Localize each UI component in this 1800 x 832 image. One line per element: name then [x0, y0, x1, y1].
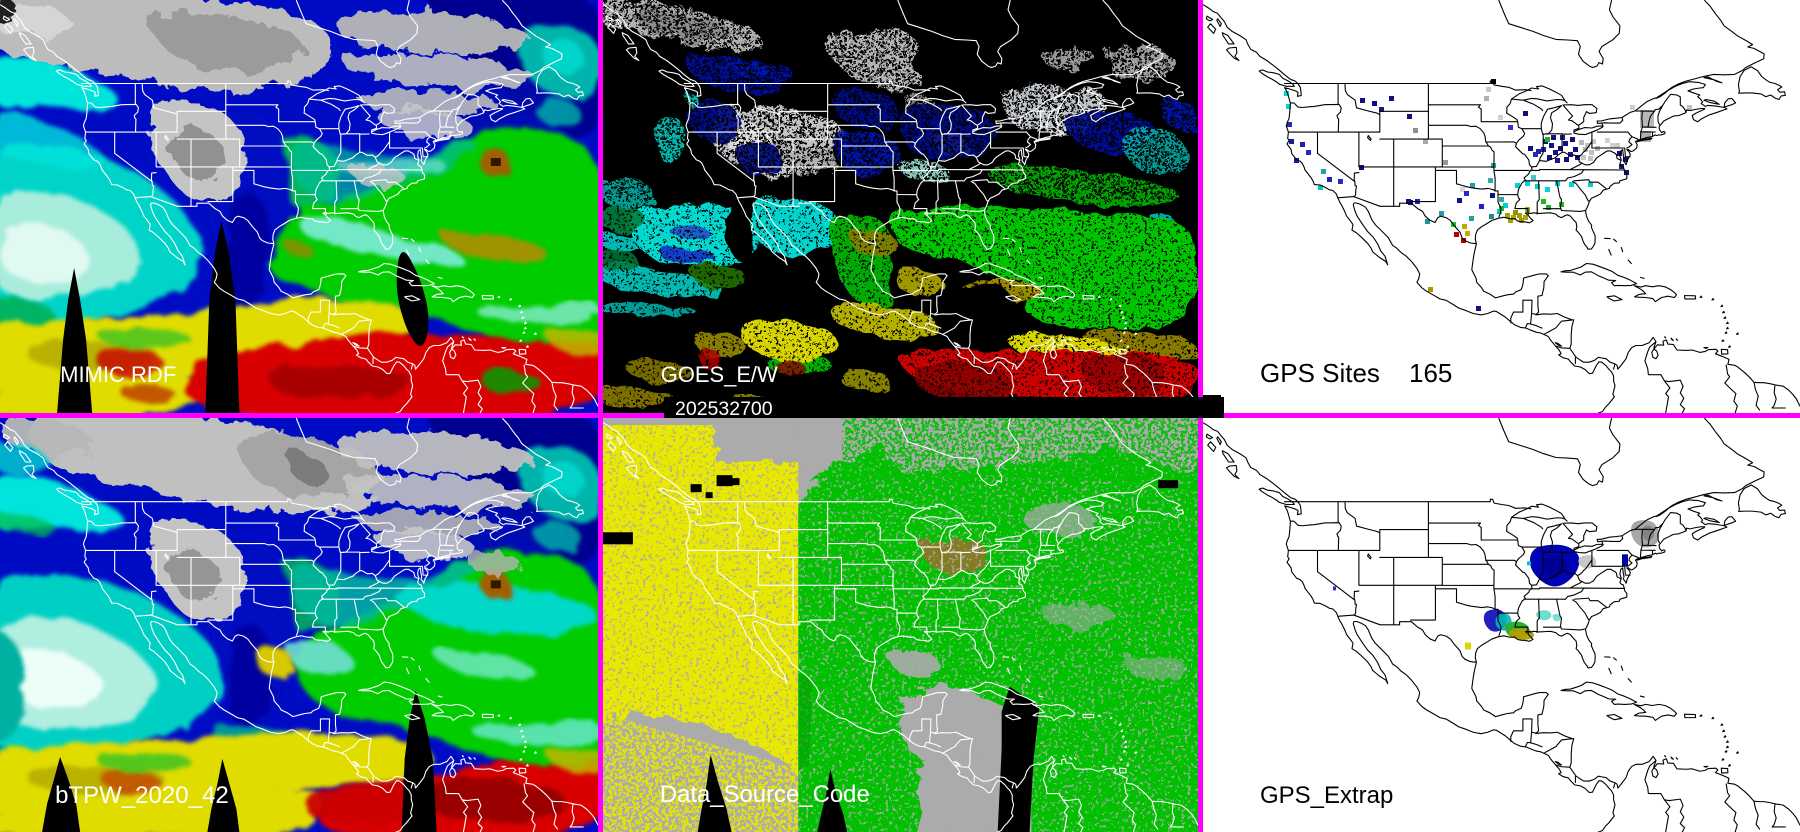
svg-text:165: 165 — [1409, 358, 1452, 388]
svg-text:Data_Source_Code: Data_Source_Code — [660, 781, 870, 808]
svg-text:GOES_E/W: GOES_E/W — [661, 362, 778, 387]
svg-text:MIMIC RDF: MIMIC RDF — [60, 362, 176, 387]
svg-text:bTPW_2020_42: bTPW_2020_42 — [55, 782, 229, 809]
svg-text:GPS_Extrap: GPS_Extrap — [1260, 782, 1393, 809]
svg-text:GPS Sites: GPS Sites — [1260, 358, 1380, 388]
